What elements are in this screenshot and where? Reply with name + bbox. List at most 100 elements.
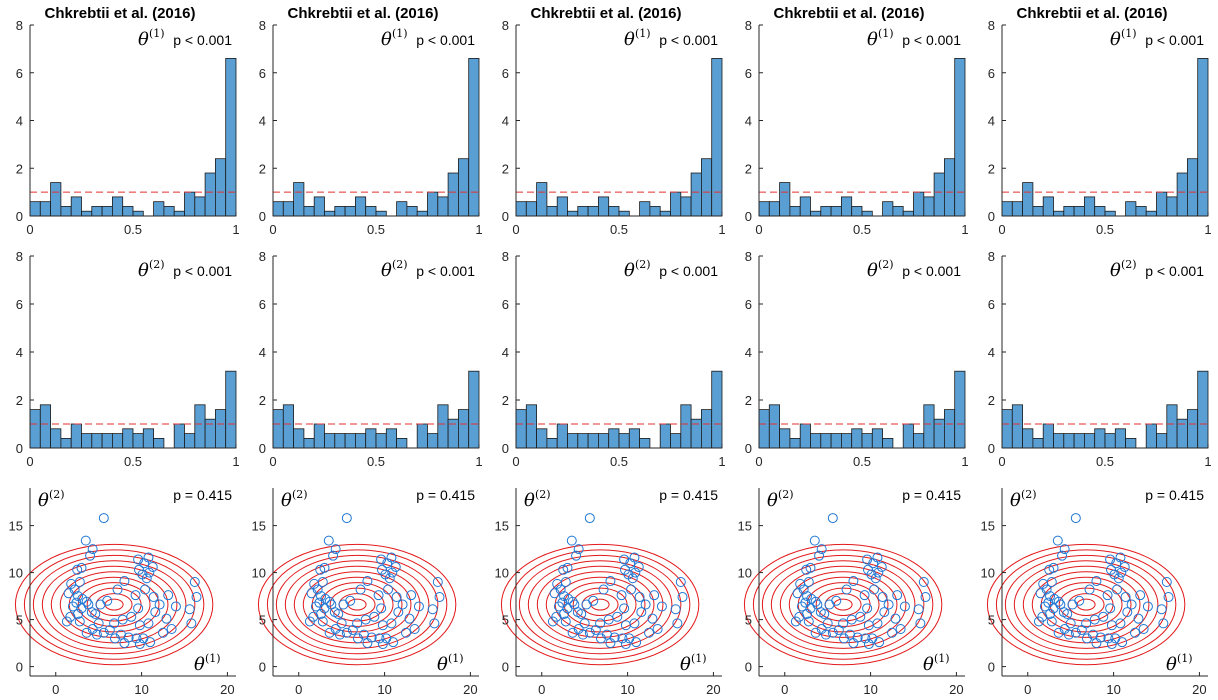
- sample-point: [567, 627, 578, 638]
- sample-point: [374, 633, 385, 644]
- sample-point: [387, 567, 398, 578]
- y-axis-label: θ (2): [38, 488, 65, 511]
- sample-point: [352, 618, 363, 629]
- histogram-panel: 0 2 4 6 8 0 0.5 1 θ (1) p < 0.001: [259, 18, 483, 237]
- sample-point: [605, 638, 616, 649]
- histogram-bar: [810, 210, 822, 217]
- histogram-bar: [779, 428, 791, 449]
- histogram-bar: [173, 423, 185, 449]
- histogram-bar: [303, 437, 315, 449]
- sample-point: [647, 613, 658, 624]
- histogram-bar: [830, 433, 842, 449]
- histogram-bar: [112, 433, 124, 449]
- sample-point: [890, 613, 901, 624]
- x-axis-label-superscript: (1): [205, 652, 221, 665]
- sample-point: [409, 624, 420, 634]
- histogram-bar: [142, 428, 155, 449]
- sample-point: [1046, 616, 1057, 627]
- y-tick-label: 8: [988, 249, 995, 264]
- sample-point: [1115, 618, 1126, 629]
- histogram-bar: [122, 428, 134, 449]
- histogram-bar: [882, 437, 894, 449]
- sample-point: [334, 629, 345, 640]
- parameter-label-superscript: (1): [149, 27, 165, 40]
- sample-point: [652, 624, 663, 634]
- sample-point: [134, 564, 145, 575]
- sample-point: [154, 599, 165, 610]
- density-contour: [266, 549, 448, 660]
- histogram-bar: [60, 437, 72, 449]
- density-contour: [41, 560, 187, 649]
- sample-point: [841, 584, 852, 595]
- sample-point: [309, 578, 320, 589]
- sample-point: [69, 584, 80, 595]
- y-tick-label: 2: [259, 161, 266, 176]
- parameter-label: θ (2): [624, 258, 651, 281]
- histogram-bar: [659, 210, 671, 217]
- density-contour: [1031, 571, 1141, 638]
- sample-point: [145, 637, 156, 648]
- sample-point: [848, 576, 859, 587]
- parameter-label-superscript: (1): [392, 27, 408, 40]
- y-axis-label-symbol: θ: [1010, 490, 1021, 511]
- histogram-bar: [385, 428, 397, 449]
- sample-point: [161, 613, 172, 624]
- density-contour: [833, 598, 853, 611]
- x-tick-label: 10: [1106, 682, 1120, 697]
- x-tick-label: 1: [475, 454, 482, 469]
- y-tick-label: 10: [495, 566, 509, 581]
- histogram-bar: [50, 428, 62, 449]
- sample-point: [862, 603, 873, 614]
- histogram-bar: [515, 409, 527, 449]
- sample-point: [406, 590, 417, 601]
- histogram-bar: [587, 206, 599, 217]
- histogram-bar: [789, 437, 801, 449]
- sample-point: [620, 564, 631, 575]
- histogram-bar: [437, 404, 449, 449]
- sample-point: [1133, 613, 1144, 624]
- sample-point: [341, 627, 352, 638]
- sample-point: [920, 592, 931, 603]
- sample-point: [860, 633, 871, 644]
- sample-point: [376, 603, 387, 614]
- y-tick-label: 8: [502, 18, 509, 33]
- histogram-bar: [670, 191, 682, 217]
- histogram-bar: [324, 210, 336, 217]
- y-axis-label-symbol: θ: [767, 490, 778, 511]
- x-tick-label: 10: [863, 682, 877, 697]
- histogram-bar: [515, 201, 527, 217]
- x-tick-label: 10: [134, 682, 148, 697]
- sample-point: [1142, 601, 1153, 612]
- histogram-bar: [225, 370, 237, 449]
- density-contour: [95, 593, 133, 616]
- sample-point: [166, 624, 177, 634]
- x-axis-label: θ (1): [680, 652, 707, 675]
- sample-point: [377, 639, 388, 650]
- y-tick-label: 6: [502, 66, 509, 81]
- density-contour: [59, 571, 169, 638]
- x-tick-label: 0: [998, 222, 1005, 237]
- sample-point: [883, 599, 894, 610]
- histogram-bar: [132, 210, 144, 217]
- sample-point: [98, 627, 109, 638]
- histogram-bar: [871, 428, 883, 449]
- parameter-label-superscript: (1): [1121, 27, 1137, 40]
- x-tick-label: 20: [1192, 682, 1206, 697]
- sample-point: [1058, 607, 1069, 618]
- sample-point: [619, 554, 630, 565]
- y-tick-label: 8: [745, 249, 752, 264]
- x-axis-label: θ (1): [194, 652, 221, 675]
- sample-point: [324, 596, 335, 607]
- sample-point: [810, 596, 821, 607]
- sample-point: [805, 562, 816, 573]
- density-contour: [824, 593, 862, 616]
- sample-point: [143, 552, 154, 563]
- parameter-label: θ (1): [1110, 27, 1137, 50]
- histogram-bar: [649, 206, 661, 217]
- density-contour: [752, 549, 934, 660]
- x-tick-label: 0: [269, 222, 276, 237]
- parameter-label-symbol: θ: [624, 29, 635, 50]
- histogram-bar: [70, 423, 82, 449]
- histogram-bar: [598, 433, 610, 449]
- sample-point: [434, 592, 445, 603]
